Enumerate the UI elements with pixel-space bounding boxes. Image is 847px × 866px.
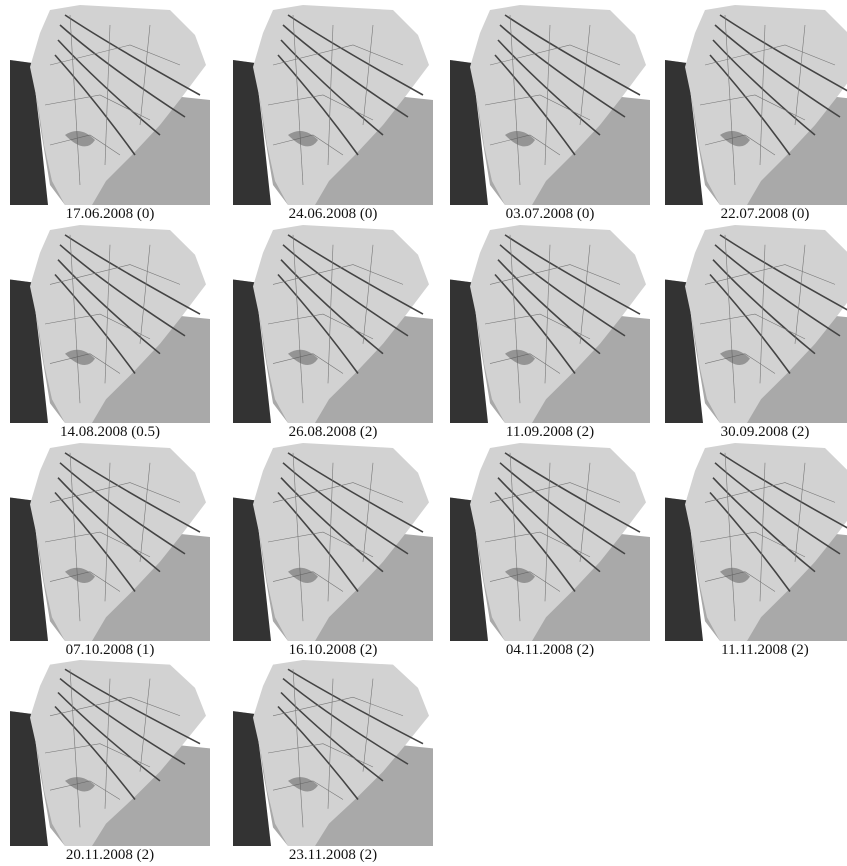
map-panel: 07.10.2008 (1)	[10, 443, 210, 658]
flood-map	[233, 443, 433, 641]
caption: 07.10.2008 (1)	[10, 642, 210, 658]
caption: 23.11.2008 (2)	[233, 847, 433, 863]
caption: 17.06.2008 (0)	[10, 206, 210, 222]
caption: 04.11.2008 (2)	[450, 642, 650, 658]
flood-map	[233, 225, 433, 423]
map-panel: 30.09.2008 (2)	[665, 225, 847, 440]
flood-map	[665, 443, 847, 641]
caption: 24.06.2008 (0)	[233, 206, 433, 222]
map-panel: 22.07.2008 (0)	[665, 5, 847, 222]
flood-map	[10, 443, 210, 641]
flood-map	[233, 5, 433, 205]
map-panel: 17.06.2008 (0)	[10, 5, 210, 222]
flood-map	[665, 225, 847, 423]
caption: 11.11.2008 (2)	[665, 642, 847, 658]
flood-map	[450, 225, 650, 423]
caption: 14.08.2008 (0.5)	[10, 424, 210, 440]
figure: 17.06.2008 (0) 24.06.2008 (0) 03.07.2008 (…	[0, 0, 847, 866]
flood-map	[450, 5, 650, 205]
map-panel: 20.11.2008 (2)	[10, 660, 210, 863]
caption: 30.09.2008 (2)	[665, 424, 847, 440]
caption: 20.11.2008 (2)	[10, 847, 210, 863]
flood-map	[665, 5, 847, 205]
map-panel: 26.08.2008 (2)	[233, 225, 433, 440]
map-panel: 04.11.2008 (2)	[450, 443, 650, 658]
caption: 16.10.2008 (2)	[233, 642, 433, 658]
caption: 11.09.2008 (2)	[450, 424, 650, 440]
map-panel: 03.07.2008 (0)	[450, 5, 650, 222]
map-panel: 11.11.2008 (2)	[665, 443, 847, 658]
flood-map	[10, 225, 210, 423]
map-panel: 24.06.2008 (0)	[233, 5, 433, 222]
map-panel: 11.09.2008 (2)	[450, 225, 650, 440]
map-panel: 23.11.2008 (2)	[233, 660, 433, 863]
caption: 26.08.2008 (2)	[233, 424, 433, 440]
flood-map	[10, 660, 210, 846]
flood-map	[450, 443, 650, 641]
caption: 03.07.2008 (0)	[450, 206, 650, 222]
flood-map	[10, 5, 210, 205]
map-panel: 14.08.2008 (0.5)	[10, 225, 210, 440]
caption: 22.07.2008 (0)	[665, 206, 847, 222]
map-panel: 16.10.2008 (2)	[233, 443, 433, 658]
flood-map	[233, 660, 433, 846]
